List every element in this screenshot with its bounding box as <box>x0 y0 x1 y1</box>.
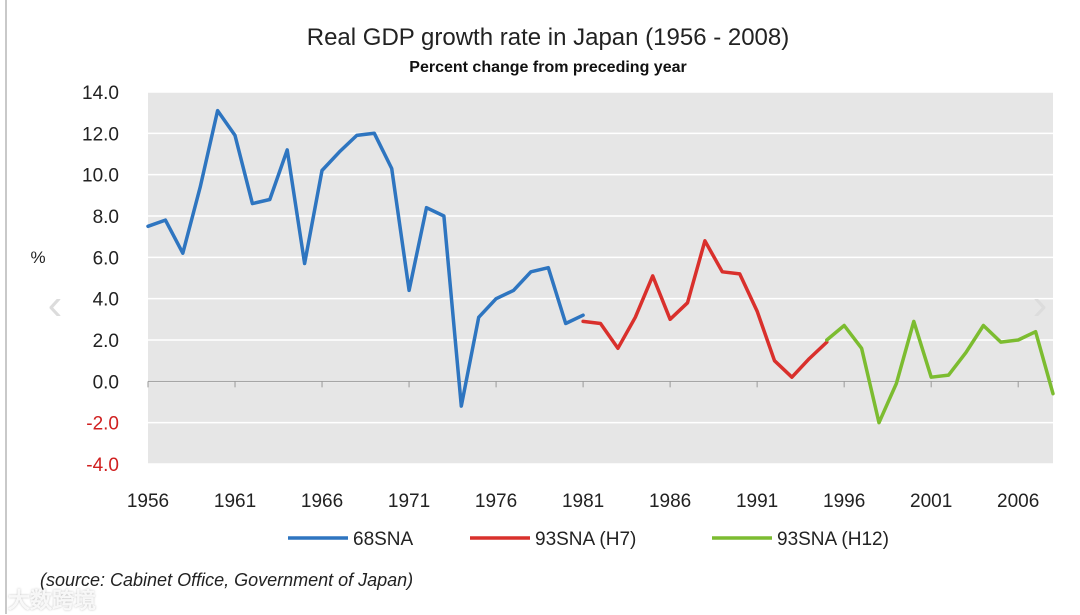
y-tick-label: 12.0 <box>82 124 119 145</box>
y-tick-label: 2.0 <box>93 331 119 352</box>
x-tick-label: 1986 <box>649 491 691 512</box>
y-tick-label: 8.0 <box>93 207 119 228</box>
next-slide-icon[interactable]: › <box>1032 280 1048 329</box>
y-tick-label: 0.0 <box>93 372 119 393</box>
left-border <box>5 0 7 614</box>
y-axis-label: % <box>30 248 45 267</box>
source-note: (source: Cabinet Office, Government of J… <box>40 570 414 590</box>
x-tick-label: 1971 <box>388 491 430 512</box>
chart-legend: 68SNA 93SNA (H7) 93SNA (H12) <box>288 529 889 550</box>
x-tick-label: 1996 <box>823 491 865 512</box>
y-tick-label: 10.0 <box>82 166 119 187</box>
watermark: 大数跨境 <box>8 588 97 613</box>
x-tick-label: 1981 <box>562 491 604 512</box>
legend-label: 68SNA <box>353 529 414 550</box>
y-tick-label: 14.0 <box>82 83 119 104</box>
series-line-93sna-h7 <box>581 239 829 379</box>
y-tick-label: -2.0 <box>86 414 119 435</box>
series-line-68sna <box>146 108 585 408</box>
gridlines <box>147 91 1053 465</box>
x-tick-label: 1966 <box>301 491 343 512</box>
x-tick-label: 1956 <box>127 491 169 512</box>
prev-slide-icon[interactable]: ‹ <box>47 280 63 329</box>
y-tick-label: 4.0 <box>93 290 119 311</box>
legend-label: 93SNA (H12) <box>777 529 889 550</box>
series-lines <box>146 108 1055 425</box>
series-line-93sna-h12 <box>825 319 1055 425</box>
x-tick-label: 1991 <box>736 491 778 512</box>
y-axis-ticks: 14.0 12.0 10.0 8.0 6.0 4.0 2.0 0.0 -2.0 -4.0 <box>82 83 119 476</box>
plot-area <box>148 92 1053 464</box>
x-axis-ticks: 1956 1961 1966 1971 1976 1981 1986 1991 1996 2001… <box>127 491 1039 512</box>
chart-title: Real GDP growth rate in Japan (1956 - 20… <box>307 24 790 51</box>
x-tick-label: 2001 <box>910 491 952 512</box>
chart-subtitle: Percent change from preceding year <box>409 59 686 76</box>
x-tick-label: 1961 <box>214 491 256 512</box>
legend-label: 93SNA (H7) <box>535 529 636 550</box>
x-tick-label: 1976 <box>475 491 517 512</box>
y-tick-label: -4.0 <box>86 455 119 476</box>
y-tick-label: 6.0 <box>93 248 119 269</box>
x-tick-label: 2006 <box>997 491 1039 512</box>
